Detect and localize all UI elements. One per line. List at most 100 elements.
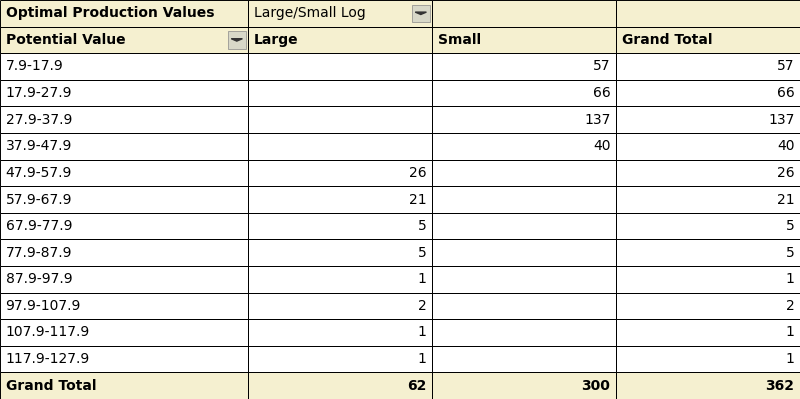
Bar xyxy=(432,319,616,346)
Bar xyxy=(0,372,248,399)
Bar xyxy=(616,213,800,239)
Text: 26: 26 xyxy=(777,166,794,180)
Bar xyxy=(616,372,800,399)
Text: Grand Total: Grand Total xyxy=(622,33,712,47)
Text: Large/Small Log: Large/Small Log xyxy=(254,6,366,20)
Text: 1: 1 xyxy=(418,272,426,286)
Bar xyxy=(616,266,800,292)
Bar xyxy=(0,266,248,292)
Text: 62: 62 xyxy=(407,379,426,393)
Bar xyxy=(616,27,800,53)
Bar xyxy=(432,186,616,213)
Text: 5: 5 xyxy=(418,246,426,260)
Text: 37.9-47.9: 37.9-47.9 xyxy=(6,139,72,153)
Bar xyxy=(616,53,800,80)
Bar xyxy=(248,53,432,80)
Text: 77.9-87.9: 77.9-87.9 xyxy=(6,246,72,260)
Text: Small: Small xyxy=(438,33,481,47)
Bar xyxy=(0,213,248,239)
Text: 26: 26 xyxy=(409,166,426,180)
Text: 40: 40 xyxy=(777,139,794,153)
Bar xyxy=(248,160,432,186)
Bar xyxy=(0,346,248,372)
Bar xyxy=(616,133,800,160)
Text: 5: 5 xyxy=(418,219,426,233)
Polygon shape xyxy=(415,12,426,14)
Bar xyxy=(432,80,616,107)
Bar xyxy=(228,31,246,49)
Text: 137: 137 xyxy=(768,113,794,127)
Bar xyxy=(0,53,248,80)
Bar xyxy=(248,319,432,346)
Text: 5: 5 xyxy=(786,246,794,260)
Bar xyxy=(432,213,616,239)
Text: 7.9-17.9: 7.9-17.9 xyxy=(6,59,63,73)
Bar xyxy=(248,213,432,239)
Bar xyxy=(616,319,800,346)
Bar xyxy=(0,319,248,346)
Text: 57: 57 xyxy=(777,59,794,73)
Bar xyxy=(248,80,432,107)
Text: 1: 1 xyxy=(418,352,426,366)
Bar xyxy=(616,292,800,319)
Bar xyxy=(432,160,616,186)
Text: Potential Value: Potential Value xyxy=(6,33,126,47)
Text: 66: 66 xyxy=(593,86,610,100)
Text: 1: 1 xyxy=(786,352,794,366)
Bar xyxy=(248,292,432,319)
Bar xyxy=(432,346,616,372)
Text: 97.9-107.9: 97.9-107.9 xyxy=(6,299,81,313)
Text: 300: 300 xyxy=(582,379,610,393)
Bar xyxy=(0,107,248,133)
Bar xyxy=(432,133,616,160)
Bar xyxy=(432,27,616,53)
Bar xyxy=(432,107,616,133)
Text: 362: 362 xyxy=(766,379,794,393)
Bar xyxy=(616,186,800,213)
Text: 21: 21 xyxy=(409,192,426,207)
Text: 1: 1 xyxy=(418,326,426,340)
Bar xyxy=(616,160,800,186)
Bar xyxy=(248,133,432,160)
Bar xyxy=(432,0,616,27)
Bar xyxy=(412,5,430,22)
Bar xyxy=(616,346,800,372)
Bar xyxy=(0,160,248,186)
Bar xyxy=(432,239,616,266)
Text: 67.9-77.9: 67.9-77.9 xyxy=(6,219,72,233)
Bar xyxy=(248,346,432,372)
Text: Grand Total: Grand Total xyxy=(6,379,96,393)
Bar xyxy=(0,0,248,27)
Bar xyxy=(248,107,432,133)
Text: Large: Large xyxy=(254,33,298,47)
Text: 2: 2 xyxy=(418,299,426,313)
Bar xyxy=(0,186,248,213)
Bar xyxy=(616,0,800,27)
Bar xyxy=(248,239,432,266)
Bar xyxy=(616,80,800,107)
Bar xyxy=(248,372,432,399)
Bar xyxy=(432,292,616,319)
Bar xyxy=(248,27,432,53)
Text: 1: 1 xyxy=(786,272,794,286)
Bar xyxy=(0,27,248,53)
Text: 137: 137 xyxy=(584,113,610,127)
Bar xyxy=(432,372,616,399)
Text: 66: 66 xyxy=(777,86,794,100)
Bar xyxy=(616,107,800,133)
Bar xyxy=(616,239,800,266)
Text: 5: 5 xyxy=(786,219,794,233)
Bar xyxy=(0,133,248,160)
Bar xyxy=(0,80,248,107)
Text: 1: 1 xyxy=(786,326,794,340)
Bar xyxy=(248,186,432,213)
Text: 40: 40 xyxy=(593,139,610,153)
Bar xyxy=(0,292,248,319)
Text: 87.9-97.9: 87.9-97.9 xyxy=(6,272,72,286)
Text: 21: 21 xyxy=(777,192,794,207)
Text: 57: 57 xyxy=(593,59,610,73)
Text: 107.9-117.9: 107.9-117.9 xyxy=(6,326,90,340)
Bar xyxy=(432,53,616,80)
Polygon shape xyxy=(231,39,242,41)
Text: 57.9-67.9: 57.9-67.9 xyxy=(6,192,72,207)
